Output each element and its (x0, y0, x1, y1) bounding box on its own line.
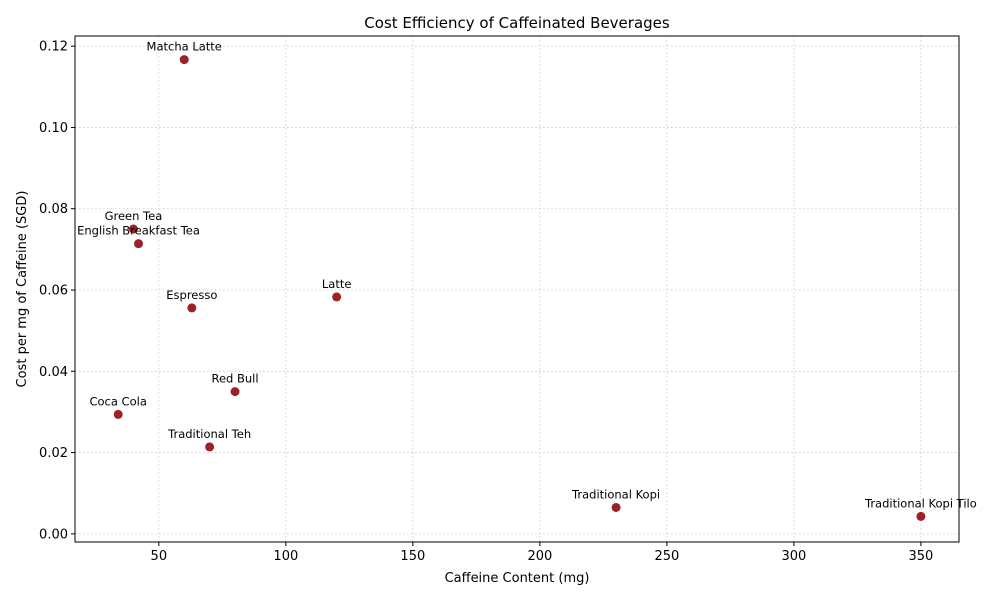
plot-area-frame (74, 35, 960, 543)
data-point-label: Matcha Latte (147, 40, 222, 54)
data-point-label: Red Bull (211, 372, 258, 386)
data-point (611, 502, 621, 512)
data-point (179, 55, 189, 65)
x-tick-label: 300 (781, 549, 806, 564)
data-point (916, 511, 926, 521)
y-tick-label: 0.04 (39, 365, 68, 380)
grid-lines (75, 36, 959, 542)
data-point (128, 224, 138, 234)
data-point-label: Traditional Kopi (571, 487, 660, 501)
x-tick-label: 100 (273, 549, 298, 564)
x-tick-label: 350 (908, 549, 933, 564)
data-point-label: English Breakfast Tea (77, 224, 200, 238)
data-point (205, 442, 215, 452)
y-axis-label: Cost per mg of Caffeine (SGD) (15, 191, 30, 388)
data-point (134, 239, 144, 249)
y-axis-ticks: 0.00 0.02 0.04 0.06 0.08 0.10 0.12 (39, 40, 75, 542)
data-point (187, 303, 197, 313)
data-point (332, 292, 342, 302)
x-tick-label: 50 (151, 549, 168, 564)
x-tick-label: 150 (400, 549, 425, 564)
data-point-label: Traditional Kopi Tilo (864, 496, 977, 510)
y-tick-label: 0.06 (39, 284, 68, 299)
chart-title: Cost Efficiency of Caffeinated Beverages (364, 14, 670, 32)
x-tick-label: 250 (654, 549, 679, 564)
x-axis-ticks: 50 100 150 200 250 300 350 (151, 542, 933, 564)
data-point-label: Espresso (166, 288, 217, 302)
data-point (113, 409, 123, 419)
x-tick-label: 200 (527, 549, 552, 564)
y-tick-label: 0.12 (39, 40, 68, 55)
y-tick-label: 0.10 (39, 121, 68, 136)
y-tick-label: 0.08 (39, 202, 68, 217)
data-point-label: Coca Cola (89, 394, 146, 408)
data-point-label: Green Tea (105, 209, 163, 223)
data-point-label: Traditional Teh (167, 427, 251, 441)
data-point (230, 387, 240, 397)
y-tick-label: 0.00 (39, 527, 68, 542)
x-axis-label: Caffeine Content (mg) (445, 571, 590, 586)
data-point-label: Latte (322, 277, 352, 291)
y-tick-label: 0.02 (39, 446, 68, 461)
